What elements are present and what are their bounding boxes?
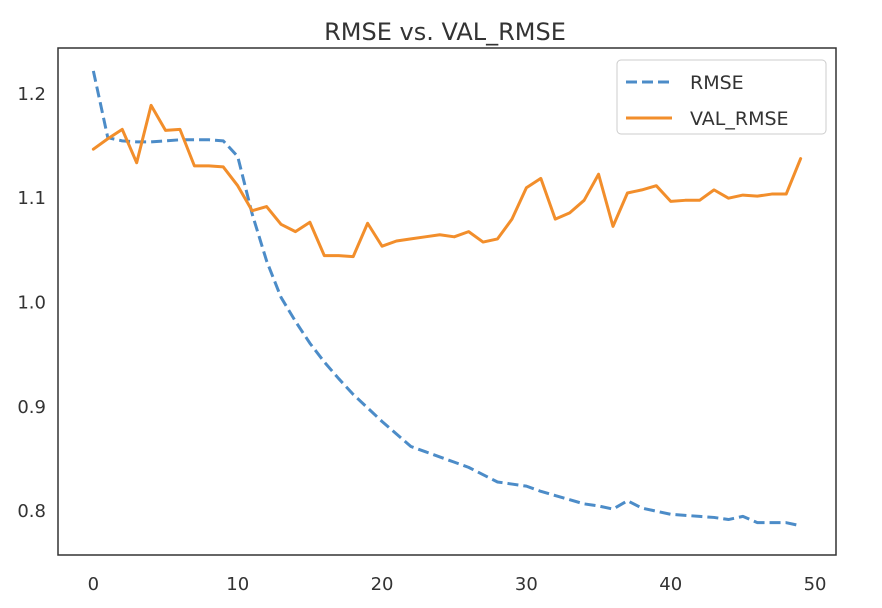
legend: RMSE VAL_RMSE — [616, 59, 827, 135]
y-tick-label: 1.2 — [17, 84, 46, 105]
legend-box — [616, 59, 827, 135]
y-tick-label: 1.0 — [17, 293, 46, 314]
chart-title: RMSE vs. VAL_RMSE — [324, 18, 566, 46]
y-tick-label: 1.1 — [17, 188, 46, 209]
y-axis-ticks: 0.8 0.9 1.0 1.1 1.2 — [17, 84, 46, 522]
x-tick-label: 10 — [226, 574, 249, 595]
series-line-val-rmse — [91, 103, 803, 259]
series-line-rmse — [91, 70, 801, 528]
x-tick-label: 40 — [659, 574, 682, 595]
lines-layer — [91, 70, 803, 528]
legend-items: RMSE VAL_RMSE — [626, 72, 789, 130]
plot-frame — [57, 47, 837, 556]
y-tick-label: 0.8 — [17, 501, 46, 522]
x-tick-label: 20 — [371, 574, 394, 595]
legend-label-val-rmse: VAL_RMSE — [690, 108, 789, 130]
x-tick-label: 30 — [515, 574, 538, 595]
x-axis-ticks: 0 10 20 30 40 50 — [88, 574, 827, 595]
x-tick-label: 50 — [804, 574, 827, 595]
y-tick-label: 0.9 — [17, 397, 46, 418]
legend-label-rmse: RMSE — [690, 72, 744, 94]
x-tick-label: 0 — [88, 574, 99, 595]
plot-area: 0 10 20 30 40 50 0.8 0.9 1.0 1.1 1.2 — [17, 47, 837, 595]
